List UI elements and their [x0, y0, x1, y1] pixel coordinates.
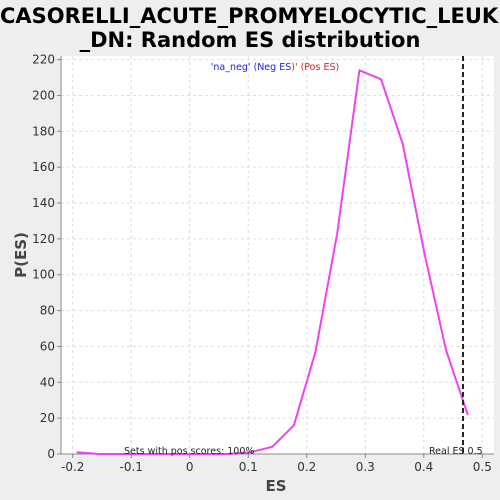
- data-point: [184, 453, 187, 455]
- legend-series-name: 'na_neg' (: [211, 62, 257, 73]
- y-tick-label: 200: [32, 88, 55, 102]
- real-es-annotation: Real ES 0.5: [429, 446, 483, 457]
- data-point: [119, 453, 122, 455]
- data-point: [249, 451, 252, 454]
- legend-close: ): [336, 62, 340, 73]
- legend: 'na_neg' (Neg ES)' (Pos ES): [211, 62, 339, 73]
- y-tick-label: 140: [32, 196, 55, 210]
- data-point: [271, 445, 274, 448]
- data-point: [358, 69, 361, 72]
- y-tick-label: 20: [40, 411, 55, 425]
- pos-scores-annotation: Sets with pos scores: 100%: [124, 446, 254, 457]
- series-group: [76, 69, 469, 455]
- x-axis-title: ES: [265, 477, 286, 495]
- legend-neg-label: Neg ES: [257, 62, 291, 73]
- data-point: [314, 350, 317, 353]
- y-tick-label: 120: [32, 232, 55, 246]
- y-tick-label: 100: [32, 268, 55, 282]
- data-point: [401, 142, 404, 145]
- data-point: [423, 252, 426, 255]
- data-point: [228, 453, 230, 455]
- legend-separator: )' (: [291, 62, 304, 73]
- legend-pos-label: Pos ES: [304, 62, 335, 73]
- chart-title-line-2: _DN: Random ES distribution: [79, 28, 421, 52]
- y-tick-label: 0: [47, 447, 55, 461]
- data-point: [163, 453, 165, 455]
- x-tick-label: -0.1: [120, 460, 143, 474]
- data-point: [292, 424, 295, 427]
- x-tick-label: 0: [186, 460, 194, 474]
- y-tick-label: 220: [32, 53, 55, 67]
- chart-title-line-1: CASORELLI_ACUTE_PROMYELOCYTIC_LEUKEMIA: [0, 4, 500, 28]
- y-tick-label: 160: [32, 160, 55, 174]
- data-point: [76, 451, 79, 454]
- x-tick-label: 0.4: [414, 460, 433, 474]
- data-point: [445, 349, 447, 351]
- y-axis-ticks: 0 20 40 60 80 100 120 140 160 180 200 220: [32, 53, 61, 461]
- x-axis-ticks: -0.2 -0.1 0 0.1 0.2 0.3 0.4 0.5: [61, 454, 492, 474]
- data-point: [206, 453, 209, 455]
- y-axis-title: P(ES): [12, 232, 30, 278]
- x-tick-label: 0.3: [356, 460, 375, 474]
- data-point: [98, 453, 100, 455]
- data-point: [466, 413, 469, 416]
- x-tick-label: 0.1: [239, 460, 258, 474]
- x-tick-label: -0.2: [61, 460, 84, 474]
- data-point: [336, 232, 339, 235]
- data-point: [141, 453, 144, 455]
- x-tick-label: 0.5: [473, 460, 492, 474]
- plot-area: [61, 56, 494, 454]
- y-tick-label: 80: [40, 304, 55, 318]
- y-tick-label: 180: [32, 124, 55, 138]
- data-point: [380, 78, 382, 81]
- y-tick-label: 40: [40, 375, 55, 389]
- x-tick-label: 0.2: [297, 460, 316, 474]
- y-tick-label: 60: [40, 339, 55, 353]
